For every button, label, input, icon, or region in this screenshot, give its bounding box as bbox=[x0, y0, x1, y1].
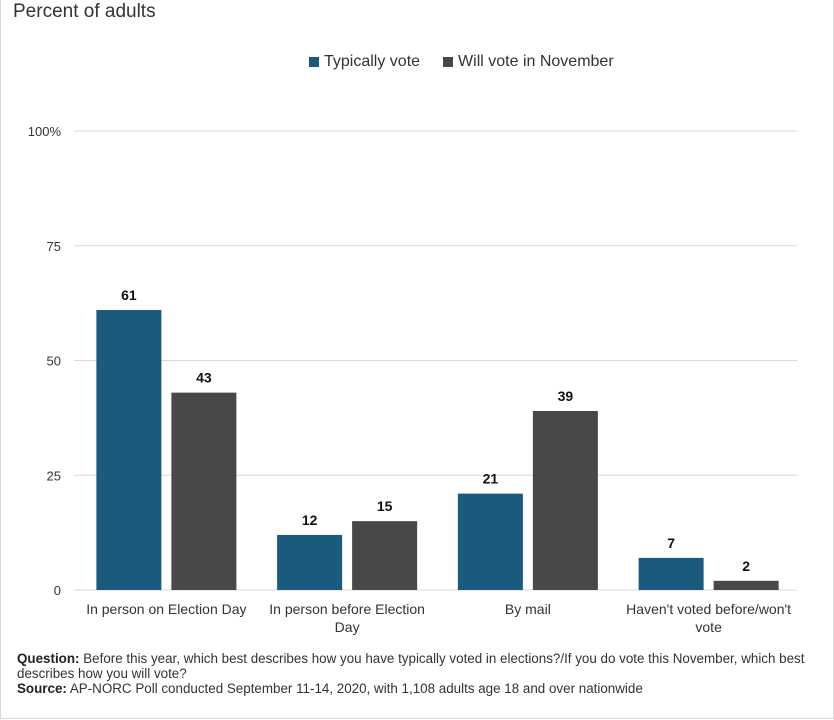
bar bbox=[638, 557, 704, 590]
source-label: Source: bbox=[17, 681, 67, 696]
source-note: Source: AP-NORC Poll conducted September… bbox=[17, 681, 817, 696]
bar bbox=[171, 392, 237, 590]
x-tick-label: By mail bbox=[505, 601, 551, 617]
data-label: 61 bbox=[121, 287, 137, 303]
legend-item-typically-vote: Typically vote bbox=[309, 53, 420, 71]
data-label: 12 bbox=[302, 512, 318, 528]
x-tick-label: Day bbox=[335, 619, 360, 635]
question-note: Question: Before this year, which best d… bbox=[17, 651, 817, 681]
data-label: 43 bbox=[196, 370, 212, 386]
legend: Typically vote Will vote in November bbox=[309, 53, 637, 71]
x-tick-label: In person before Election bbox=[269, 601, 425, 617]
bar bbox=[96, 310, 162, 590]
x-tick-label: Haven't voted before/won't bbox=[626, 601, 791, 617]
bar bbox=[457, 493, 523, 590]
bar bbox=[713, 580, 779, 590]
bar bbox=[277, 534, 343, 590]
y-tick-label: 0 bbox=[54, 583, 61, 598]
chart-subtitle: Percent of adults bbox=[13, 1, 156, 22]
data-label: 2 bbox=[742, 558, 750, 574]
bar bbox=[352, 521, 418, 590]
source-text: AP-NORC Poll conducted September 11-14, … bbox=[69, 681, 643, 696]
legend-label-will-vote: Will vote in November bbox=[458, 53, 614, 70]
y-tick-label: 75 bbox=[47, 239, 61, 254]
x-tick-label: In person on Election Day bbox=[86, 601, 246, 617]
legend-item-will-vote: Will vote in November bbox=[443, 53, 614, 71]
y-tick-label: 25 bbox=[47, 468, 61, 483]
data-label: 39 bbox=[558, 388, 574, 404]
bar-chart: 0 25 50 75 100% 61 43 In person on Election Day… bbox=[28, 124, 797, 635]
chart-notes: Question: Before this year, which best d… bbox=[17, 651, 817, 696]
question-text: Before this year, which best describes h… bbox=[17, 651, 805, 681]
legend-swatch-typically-vote bbox=[309, 57, 319, 67]
y-tick-label: 50 bbox=[47, 354, 61, 369]
x-tick-label: vote bbox=[695, 619, 722, 635]
data-label: 7 bbox=[667, 535, 675, 551]
bar bbox=[532, 410, 598, 590]
legend-label-typically-vote: Typically vote bbox=[324, 53, 421, 70]
y-tick-label: 100% bbox=[28, 124, 62, 139]
data-label: 15 bbox=[377, 498, 393, 514]
question-label: Question: bbox=[17, 651, 80, 666]
legend-swatch-will-vote bbox=[443, 57, 454, 67]
data-label: 21 bbox=[483, 471, 499, 487]
